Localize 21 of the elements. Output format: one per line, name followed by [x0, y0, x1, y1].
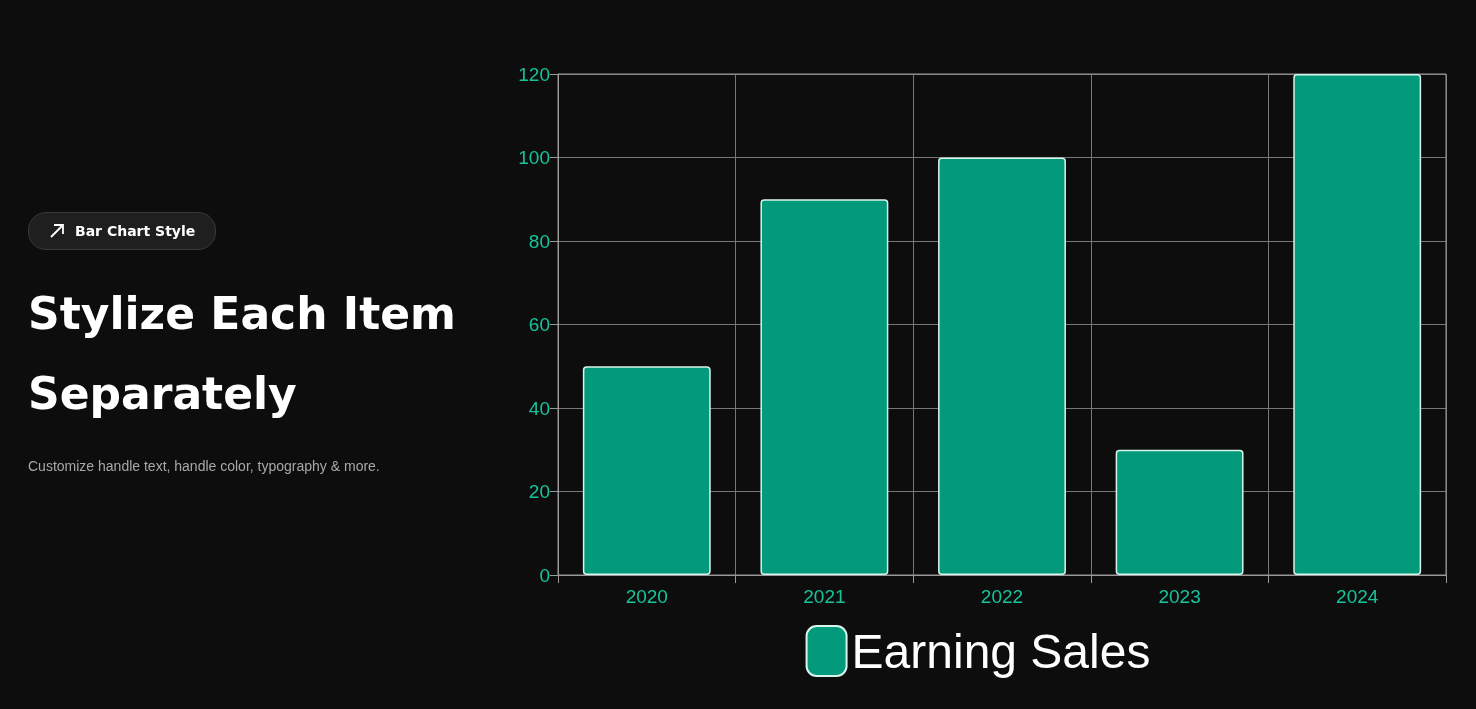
x-tick-label: 2021 [803, 586, 846, 607]
text: Stylize Each Item Separately [28, 287, 457, 421]
y-tick-label: 60 [528, 314, 550, 335]
bar [582, 366, 711, 575]
x-tick-label: 2020 [625, 586, 668, 607]
legend-label: Earning Sales [851, 624, 1151, 678]
y-tick-label: 80 [528, 230, 550, 252]
bar [1115, 449, 1244, 575]
x-tick-label: 2023 [1158, 586, 1201, 607]
text: Customize handle text, handle color, typography & more. [28, 458, 381, 474]
x-tick-label: 2024 [1336, 586, 1379, 607]
bar [938, 157, 1066, 575]
text: Bar Chart Style [75, 223, 196, 239]
y-tick-label: 0 [539, 564, 550, 586]
y-tick-label: 40 [528, 397, 550, 419]
y-tick-label: 100 [518, 147, 550, 168]
y-tick-label: 20 [528, 481, 550, 502]
bar [1293, 74, 1422, 575]
x-tick-label: 2022 [980, 586, 1024, 607]
y-tick-label: 120 [518, 63, 550, 85]
bar [760, 199, 889, 575]
